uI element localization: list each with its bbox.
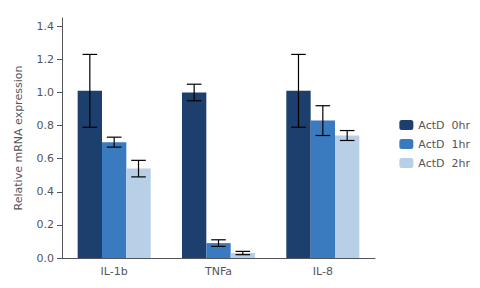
svg-text:TNFa: TNFa xyxy=(204,265,232,278)
svg-text:1.0: 1.0 xyxy=(37,86,55,99)
svg-text:0.8: 0.8 xyxy=(37,119,55,132)
svg-text:0.2: 0.2 xyxy=(37,218,55,231)
svg-text:0.0: 0.0 xyxy=(37,252,55,265)
svg-text:0.4: 0.4 xyxy=(37,185,55,198)
svg-text:1.2: 1.2 xyxy=(37,53,55,66)
svg-text:ActD 2hr: ActD 2hr xyxy=(418,157,470,170)
svg-text:0.6: 0.6 xyxy=(37,152,55,165)
svg-text:IL-8: IL-8 xyxy=(313,265,333,278)
svg-text:Relative mRNA expression: Relative mRNA expression xyxy=(12,66,25,211)
svg-text:ActD 0hr: ActD 0hr xyxy=(418,119,470,132)
svg-text:IL-1b: IL-1b xyxy=(101,265,128,278)
svg-text:ActD 1hr: ActD 1hr xyxy=(418,138,470,151)
svg-text:1.4: 1.4 xyxy=(37,20,55,33)
